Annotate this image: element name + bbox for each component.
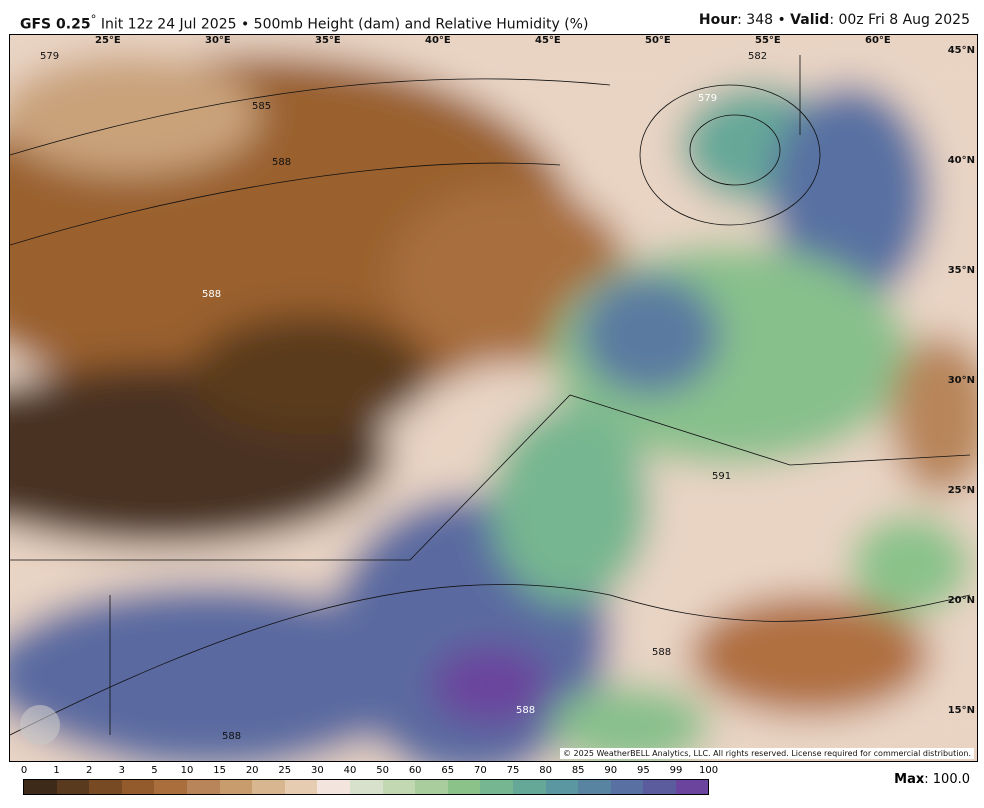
colorbar-swatch (447, 780, 481, 794)
weather-map: 579 585 588 588 582 579 591 588 588 588 … (9, 34, 978, 762)
contour-label: 588 (202, 289, 221, 300)
lon-label: 60°E (865, 35, 891, 46)
colorbar-tick: 30 (311, 765, 324, 776)
colorbar-swatch (252, 780, 285, 794)
contour-label: 585 (252, 101, 271, 112)
colorbar-swatch (89, 780, 122, 794)
colorbar-swatch (186, 780, 220, 794)
colorbar-tick: 5 (151, 765, 158, 776)
lon-label: 45°E (535, 35, 561, 46)
lat-label: 45°N (947, 45, 975, 56)
colorbar-tick: 1 (53, 765, 60, 776)
lon-label: 25°E (95, 35, 121, 46)
humidity-field: 579 585 588 588 582 579 591 588 588 588 (10, 35, 977, 761)
colorbar-tick: 100 (699, 765, 719, 776)
contour-label: 591 (712, 471, 731, 482)
colorbar-tick: 3 (118, 765, 125, 776)
colorbar-swatch (578, 780, 611, 794)
valid-time: Hour: 348 • Valid: 00z Fri 8 Aug 2025 (698, 12, 970, 28)
colorbar-tick: 75 (506, 765, 520, 776)
colorbar-tick: 70 (474, 765, 487, 776)
lon-label: 50°E (645, 35, 671, 46)
colorbar-swatch (480, 780, 513, 794)
colorbar-tick: 40 (343, 765, 357, 776)
colorbar-tick: 60 (408, 765, 422, 776)
colorbar-tick: 20 (245, 765, 259, 776)
contour-label: 579 (698, 93, 717, 104)
colorbar-tick: 99 (669, 765, 683, 776)
lat-label: 20°N (947, 595, 975, 606)
colorbar-swatch (121, 780, 155, 794)
lat-label: 15°N (947, 705, 975, 716)
contour-label: 579 (40, 51, 59, 62)
colorbar-tick: 50 (376, 765, 389, 776)
colorbar-tick: 80 (539, 765, 552, 776)
colorbar-swatch (382, 780, 416, 794)
copyright-notice: © 2025 WeatherBELL Analytics, LLC. All r… (560, 748, 974, 759)
lon-label: 40°E (425, 35, 451, 46)
lon-label: 30°E (205, 35, 231, 46)
contour-label: 588 (272, 157, 291, 168)
colorbar-swatch (675, 780, 709, 794)
colorbar-swatch (24, 780, 57, 794)
colorbar-tick: 15 (213, 765, 226, 776)
colorbar-swatch (219, 780, 253, 794)
max-value: Max: 100.0 (894, 772, 970, 787)
colorbar-swatch (56, 780, 90, 794)
colorbar (23, 779, 710, 795)
colorbar-tick: 25 (278, 765, 292, 776)
colorbar-tick: 10 (180, 765, 194, 776)
colorbar-swatch (610, 780, 644, 794)
colorbar-swatch (154, 780, 187, 794)
colorbar-swatch (317, 780, 350, 794)
colorbar-swatch (415, 780, 448, 794)
lon-label: 35°E (315, 35, 341, 46)
colorbar-swatch (284, 780, 318, 794)
contour-label: 588 (516, 705, 535, 716)
lat-label: 40°N (947, 155, 975, 166)
contour-label: 588 (222, 731, 241, 742)
contour-label: 588 (652, 647, 671, 658)
colorbar-tick: 90 (604, 765, 618, 776)
colorbar-tick: 0 (20, 765, 28, 776)
colorbar-tick: 95 (637, 765, 650, 776)
lat-label: 30°N (947, 375, 975, 386)
lat-label: 25°N (947, 485, 975, 496)
lon-label: 55°E (755, 35, 781, 46)
colorbar-swatch (349, 780, 383, 794)
weatherbell-logo (20, 705, 60, 745)
colorbar-tick: 65 (441, 765, 455, 776)
colorbar-swatch (545, 780, 579, 794)
lat-label: 35°N (947, 265, 975, 276)
colorbar-tick: 85 (571, 765, 585, 776)
contour-label: 582 (748, 51, 767, 62)
colorbar-swatch (512, 780, 546, 794)
map-title: GFS 0.25° Init 12z 24 Jul 2025 • 500mb H… (20, 12, 589, 33)
colorbar-swatch (643, 780, 676, 794)
colorbar-tick: 2 (86, 765, 93, 776)
